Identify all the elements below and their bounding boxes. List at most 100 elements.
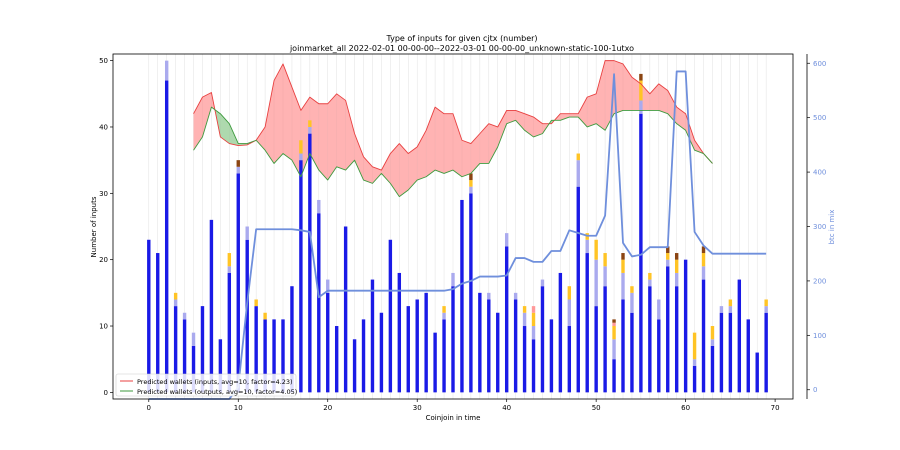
y-right-tick-label: 200 xyxy=(813,277,826,285)
fill-segment xyxy=(291,87,301,177)
bar-fresh xyxy=(147,239,151,393)
bar-dark xyxy=(701,246,706,254)
bar-fresh xyxy=(639,113,643,393)
bar-remix xyxy=(612,339,616,360)
bar-remix xyxy=(764,306,768,313)
bar-fresh xyxy=(218,339,223,393)
bar-remix xyxy=(728,306,733,313)
bar-fresh xyxy=(370,279,375,393)
bar-remix xyxy=(513,292,518,300)
y-tick-label: 50 xyxy=(99,57,108,65)
bar-friends xyxy=(594,239,598,260)
bar-fresh xyxy=(764,312,768,393)
bar-fresh xyxy=(478,292,482,393)
bar-fresh xyxy=(254,306,258,393)
bar-other xyxy=(531,306,536,313)
bar-fresh xyxy=(326,292,330,393)
bar-fresh xyxy=(558,272,563,393)
fill-segment xyxy=(623,63,632,111)
bar-fresh xyxy=(424,292,428,393)
bar-fresh xyxy=(173,306,178,393)
fill-segment xyxy=(354,133,364,181)
bar-fresh xyxy=(576,186,580,393)
bar-fresh xyxy=(236,173,240,393)
bar-fresh xyxy=(612,359,616,393)
fill-areas xyxy=(193,60,713,197)
bar-fresh xyxy=(728,312,733,393)
bar-remix xyxy=(701,266,706,280)
bar-fresh xyxy=(433,332,437,393)
y-axis-label: Number of inputs xyxy=(90,196,98,257)
fill-segment xyxy=(488,123,498,164)
bar-remix xyxy=(603,266,607,287)
bar-fresh xyxy=(737,279,742,393)
fill-segment xyxy=(560,113,570,121)
bar-fresh xyxy=(272,319,276,393)
bar-fresh xyxy=(263,319,267,393)
bar-fresh xyxy=(290,286,294,393)
bar-other xyxy=(612,322,616,327)
bar-remix xyxy=(531,326,536,340)
bar-fresh xyxy=(388,239,393,393)
bar-remix xyxy=(326,279,330,293)
bar-fresh xyxy=(164,80,169,393)
bar-fresh xyxy=(666,266,670,393)
bar-fresh xyxy=(299,160,303,393)
bar-friends xyxy=(764,299,768,307)
fill-segment xyxy=(300,97,310,177)
bar-friends xyxy=(692,332,697,360)
bar-fresh xyxy=(683,259,688,393)
fill-segment xyxy=(649,83,659,111)
bar-friends xyxy=(666,253,670,260)
x-tick-label: 0 xyxy=(147,404,151,412)
bar-fresh xyxy=(451,286,455,393)
bar-fresh xyxy=(317,213,321,393)
bar-remix xyxy=(594,259,598,307)
fill-segment xyxy=(309,97,319,171)
bar-friends xyxy=(603,253,607,267)
bar-remix xyxy=(674,272,679,287)
bar-remix xyxy=(442,312,446,320)
bar-friends xyxy=(621,259,625,273)
bar-fresh xyxy=(549,319,554,393)
y-right-tick-label: 100 xyxy=(813,332,826,340)
bar-fresh xyxy=(352,339,357,393)
fill-segment xyxy=(676,107,686,131)
bar-remix xyxy=(639,100,643,114)
bar-remix xyxy=(648,279,652,287)
bar-fresh xyxy=(308,133,312,393)
bar-friends xyxy=(648,272,652,280)
bar-dark xyxy=(639,73,643,81)
y-tick-label: 20 xyxy=(99,256,108,264)
btc-in-mix-line xyxy=(148,70,767,400)
x-tick-label: 30 xyxy=(413,404,422,412)
bar-remix xyxy=(164,60,169,81)
y-right-axis-ticks: 0 100 200 300 400 500 600 xyxy=(807,60,826,394)
bar-friends xyxy=(299,140,303,154)
fill-segment xyxy=(336,93,346,171)
bar-remix xyxy=(621,272,625,300)
bar-friends xyxy=(442,306,446,313)
fill-segment xyxy=(274,63,283,164)
bar-friends xyxy=(630,286,634,293)
legend-label-inputs: Predicted wallets (inputs, avg=10, facto… xyxy=(137,378,293,386)
y-right-tick-label: 0 xyxy=(813,386,817,394)
bar-friends xyxy=(576,153,580,161)
bar-remix xyxy=(540,279,545,287)
fill-segment xyxy=(479,123,489,164)
bar-friends xyxy=(639,80,643,101)
bar-remix xyxy=(182,312,187,320)
fill-segment xyxy=(631,77,641,111)
x-axis-ticks: 0 10 20 30 40 50 60 70 xyxy=(147,399,780,412)
bar-fresh xyxy=(710,345,715,393)
bar-remix xyxy=(299,153,303,161)
bar-friends xyxy=(674,259,679,273)
x-tick-label: 20 xyxy=(323,404,332,412)
bar-remix xyxy=(719,306,724,313)
bar-remix xyxy=(692,359,697,366)
fill-segment xyxy=(515,110,525,131)
fill-segment xyxy=(256,126,266,151)
fill-segment xyxy=(640,83,650,111)
x-tick-label: 60 xyxy=(681,404,690,412)
fill-segment xyxy=(596,60,606,131)
